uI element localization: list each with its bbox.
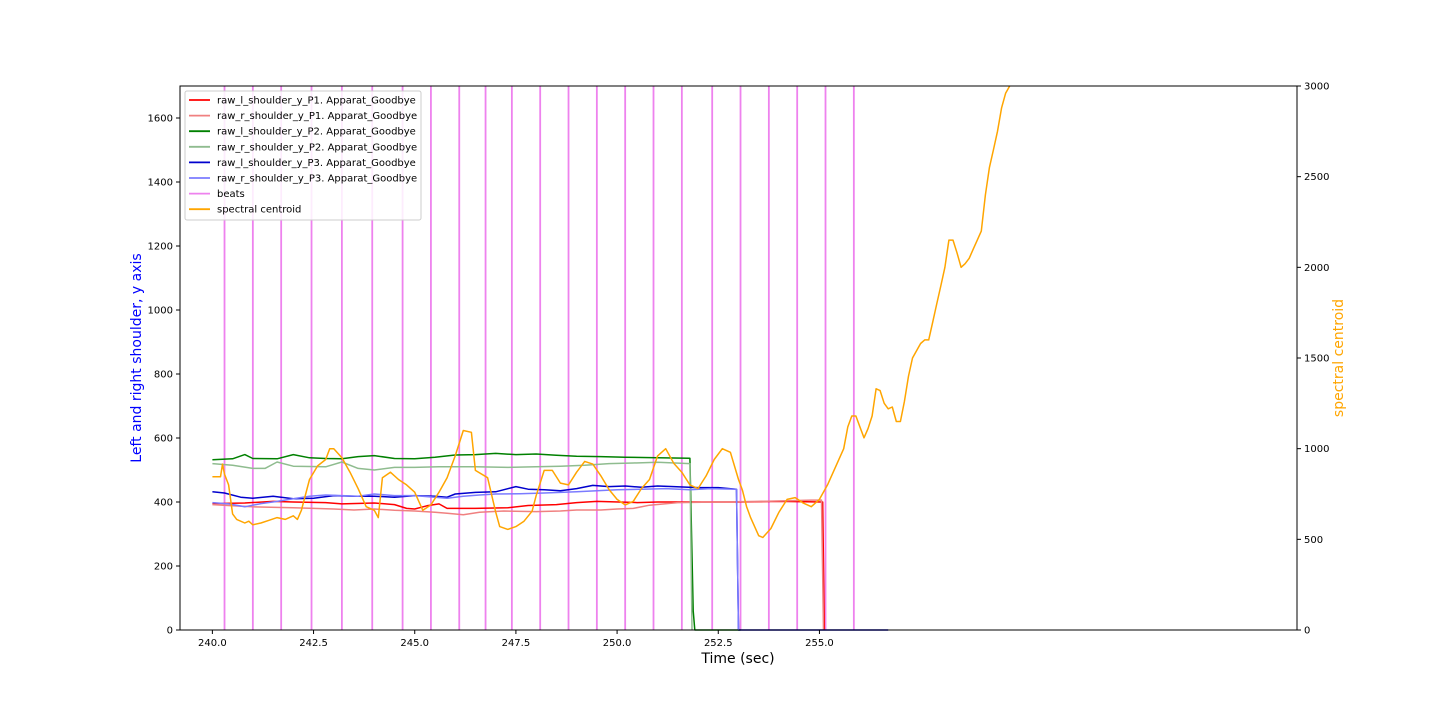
y-axis-ticks-left: 0 200 400 600 800 1000 1200 1400 1600: [148, 114, 180, 637]
y2-tick-label: 3000: [1304, 82, 1329, 93]
series-line-6: [212, 487, 740, 631]
legend-entry-label: raw_r_shoulder_y_P3. Apparat_Goodbye: [217, 174, 417, 185]
series-line-2: [212, 499, 825, 631]
legend-entry-label: raw_r_shoulder_y_P1. Apparat_Goodbye: [217, 111, 417, 122]
legend-entry-label: raw_l_shoulder_y_P1. Apparat_Goodbye: [217, 96, 416, 107]
y-axis-label-left: Left and right shoulder, y axis: [129, 253, 145, 462]
legend-entry-label: raw_l_shoulder_y_P2. Apparat_Goodbye: [217, 127, 416, 138]
y2-tick-label: 500: [1304, 535, 1323, 546]
x-tick-label: 242.5: [299, 638, 328, 649]
y-axis-label-right: spectral centroid: [1331, 299, 1347, 417]
x-tick-label: 250.0: [603, 638, 632, 649]
legend: raw_l_shoulder_y_P1. Apparat_Goodbye raw_…: [184, 90, 422, 221]
series-layer: [212, 85, 1011, 631]
x-tick-label: 245.0: [400, 638, 429, 649]
y2-tick-label: 0: [1304, 626, 1310, 637]
y-tick-label: 1200: [148, 242, 173, 253]
y2-tick-label: 1500: [1304, 354, 1329, 365]
x-tick-label: 247.5: [502, 638, 531, 649]
x-axis-label: Time (sec): [700, 651, 774, 667]
series-line-7: [212, 85, 1011, 539]
y-axis-ticks-right: 0 500 1000 1500 2000 2500 3000: [1297, 82, 1329, 637]
legend-entry-label: spectral centroid: [217, 205, 301, 216]
x-tick-label: 255.0: [805, 638, 834, 649]
y-tick-label: 1000: [148, 306, 173, 317]
legend-entry-label: beats: [217, 189, 245, 200]
y-tick-label: 400: [154, 498, 173, 509]
x-tick-label: 252.5: [704, 638, 733, 649]
y2-tick-label: 2000: [1304, 263, 1329, 274]
y-tick-label: 0: [167, 626, 173, 637]
legend-box: [184, 90, 422, 221]
x-axis-ticks: 240.0 242.5 245.0 247.5 250.0 252.5 255.0: [198, 630, 834, 649]
y-tick-label: 600: [154, 434, 173, 445]
legend-entry-label: raw_l_shoulder_y_P3. Apparat_Goodbye: [217, 158, 416, 169]
x-tick-label: 240.0: [198, 638, 227, 649]
y-tick-label: 800: [154, 370, 173, 381]
y-tick-label: 1600: [148, 114, 173, 125]
y2-tick-label: 1000: [1304, 444, 1329, 455]
series-line-4: [212, 461, 693, 631]
series-line-5: [212, 484, 889, 631]
legend-entry-label: raw_r_shoulder_y_P2. Apparat_Goodbye: [217, 142, 417, 153]
y-tick-label: 200: [154, 562, 173, 573]
y2-tick-label: 2500: [1304, 172, 1329, 183]
y-tick-label: 1400: [148, 178, 173, 189]
